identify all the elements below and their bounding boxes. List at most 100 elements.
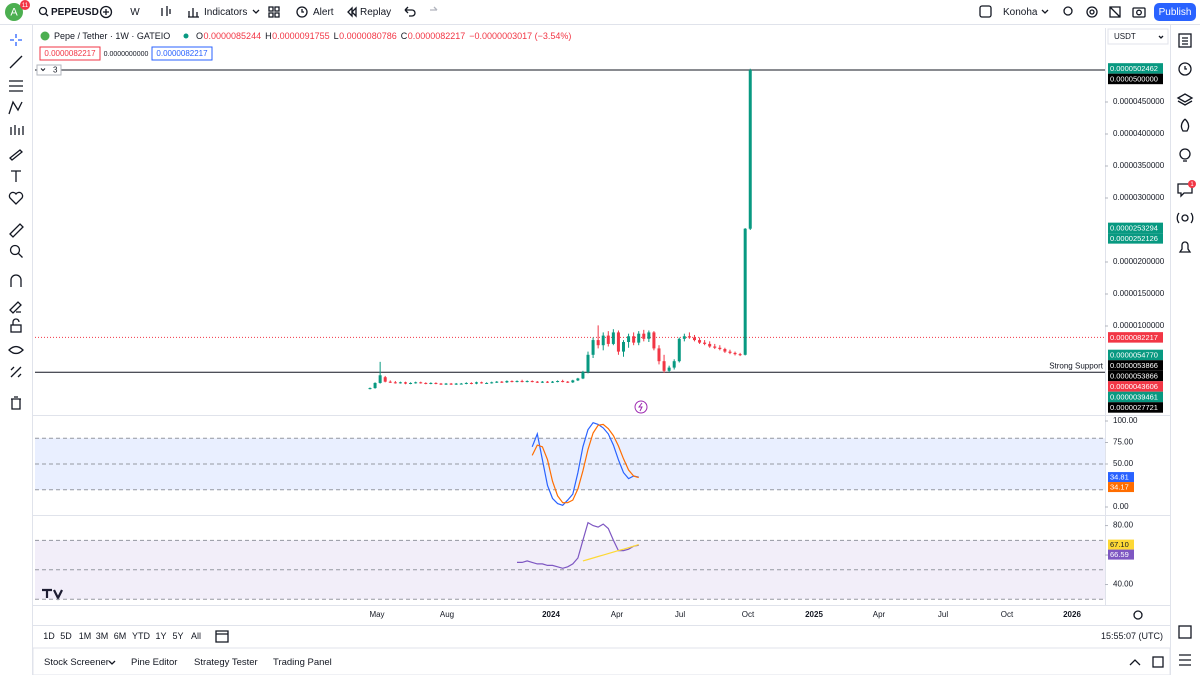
- range-button[interactable]: All: [191, 631, 201, 641]
- ideas-icon[interactable]: [1179, 148, 1191, 160]
- fullscreen-icon[interactable]: [1109, 6, 1121, 18]
- currency-select[interactable]: [1107, 28, 1169, 45]
- event-marker[interactable]: [634, 400, 648, 414]
- snapshot-icon[interactable]: [1132, 7, 1146, 18]
- trendline-tool[interactable]: [9, 55, 23, 69]
- undo-icon[interactable]: [404, 6, 416, 17]
- publish-button[interactable]: [1154, 3, 1196, 21]
- bottom-tab[interactable]: Trading Panel: [273, 657, 332, 668]
- candle-body: [682, 336, 686, 339]
- lock-tool[interactable]: [10, 324, 22, 333]
- candle-body: [667, 367, 671, 371]
- replay-icon[interactable]: [347, 6, 357, 18]
- measure-tool[interactable]: [9, 223, 24, 238]
- candle-body: [662, 361, 666, 371]
- bottom-tab[interactable]: Pine Editor: [131, 657, 177, 668]
- range-button[interactable]: 1M: [79, 631, 92, 641]
- avatar-letter: A: [10, 6, 18, 18]
- alert-icon: [301, 9, 304, 13]
- notifications-icon[interactable]: [1178, 241, 1192, 253]
- symbol[interactable]: PEPEUSD: [51, 7, 99, 18]
- templates-icon[interactable]: [268, 6, 280, 18]
- alerts-icon[interactable]: [1178, 62, 1192, 76]
- watchlist-icon[interactable]: [1178, 33, 1192, 48]
- indicators-icon[interactable]: [188, 8, 199, 18]
- maximize-panel[interactable]: [1152, 656, 1164, 668]
- alert-button[interactable]: Alert: [313, 7, 334, 18]
- range-button[interactable]: 6M: [114, 631, 127, 641]
- price-tag-label: 0.0000043606: [1110, 382, 1158, 391]
- indicator-line: [582, 544, 639, 562]
- delete-tool[interactable]: [11, 396, 21, 410]
- interval[interactable]: W: [130, 7, 140, 18]
- crosshair-tool[interactable]: [10, 34, 22, 46]
- prediction-tool[interactable]: [10, 125, 24, 135]
- range-button[interactable]: 3M: [96, 631, 109, 641]
- range-button[interactable]: YTD: [132, 631, 151, 641]
- icon-tool[interactable]: [8, 191, 24, 205]
- range-button[interactable]: 1Y: [155, 631, 166, 641]
- lock-drawing-tool[interactable]: [9, 301, 22, 314]
- streams-icon[interactable]: [1181, 214, 1189, 222]
- dropdown-chevron[interactable]: [1041, 9, 1049, 14]
- settings-icon[interactable]: [1086, 6, 1098, 18]
- candle-body: [464, 382, 468, 384]
- range-button[interactable]: 5Y: [172, 631, 183, 641]
- price-tag: [1108, 233, 1163, 244]
- zoom-tool: [18, 253, 23, 258]
- quick-search-icon[interactable]: [1063, 6, 1073, 16]
- candle-body: [652, 332, 656, 349]
- calendar-icon[interactable]: [1178, 625, 1192, 639]
- line-label-box[interactable]: [36, 64, 62, 76]
- range-button[interactable]: 1D: [43, 631, 55, 641]
- candle-body: [424, 382, 428, 384]
- date-range-icon[interactable]: [215, 630, 229, 643]
- candle-body: [419, 382, 423, 384]
- bottom-tab[interactable]: Stock Screener: [44, 657, 109, 668]
- dropdown-chevron[interactable]: [252, 9, 260, 14]
- link-tool[interactable]: [10, 366, 22, 378]
- candle-body: [657, 348, 661, 362]
- chart-type-icon[interactable]: [161, 6, 171, 16]
- visibility-tool[interactable]: [8, 345, 24, 355]
- layout-name[interactable]: Konoha: [1003, 7, 1038, 18]
- help-icon[interactable]: [1179, 654, 1191, 666]
- sell-box[interactable]: [39, 46, 101, 61]
- candle-body: [383, 377, 387, 382]
- alert-icon[interactable]: [296, 6, 308, 18]
- candle-body: [535, 381, 539, 383]
- ohlc-key: O: [196, 31, 203, 41]
- ohlc-key: L: [334, 31, 339, 41]
- y-tick-label: 0.0000450000: [1113, 97, 1165, 106]
- candle-body: [561, 381, 565, 383]
- hotlists-icon[interactable]: [1180, 118, 1190, 132]
- layout-checkbox[interactable]: [979, 5, 992, 18]
- x-tick-label: Oct: [1001, 610, 1014, 619]
- collapse-panel[interactable]: [1129, 659, 1141, 666]
- candle-body: [708, 343, 712, 347]
- compare-icon[interactable]: [99, 5, 113, 19]
- fib-tool[interactable]: [9, 80, 23, 92]
- candle-body: [469, 382, 473, 384]
- x-tick-label: 2025: [805, 610, 823, 619]
- time-scale-settings[interactable]: [1133, 610, 1143, 620]
- zoom-tool[interactable]: [9, 244, 21, 256]
- buy-box[interactable]: [151, 46, 213, 61]
- brush-tool[interactable]: [9, 149, 23, 161]
- x-tick-label: Jul: [675, 610, 685, 619]
- range-button[interactable]: 5D: [60, 631, 72, 641]
- avatar[interactable]: [5, 3, 23, 21]
- text-tool[interactable]: [11, 170, 21, 182]
- replay-button[interactable]: Replay: [360, 7, 391, 18]
- pattern-tool[interactable]: [8, 100, 23, 115]
- search-icon[interactable]: [38, 6, 48, 16]
- indicators-button[interactable]: Indicators: [204, 7, 247, 18]
- layers-icon[interactable]: [1176, 93, 1194, 106]
- redo-icon[interactable]: [430, 6, 438, 11]
- dropdown-chevron[interactable]: [108, 660, 116, 665]
- magnet-tool[interactable]: [10, 274, 22, 287]
- avatar-badge-count: 11: [22, 3, 29, 9]
- watchlist-icon: [1182, 37, 1188, 45]
- bottom-tab[interactable]: Strategy Tester: [194, 657, 258, 668]
